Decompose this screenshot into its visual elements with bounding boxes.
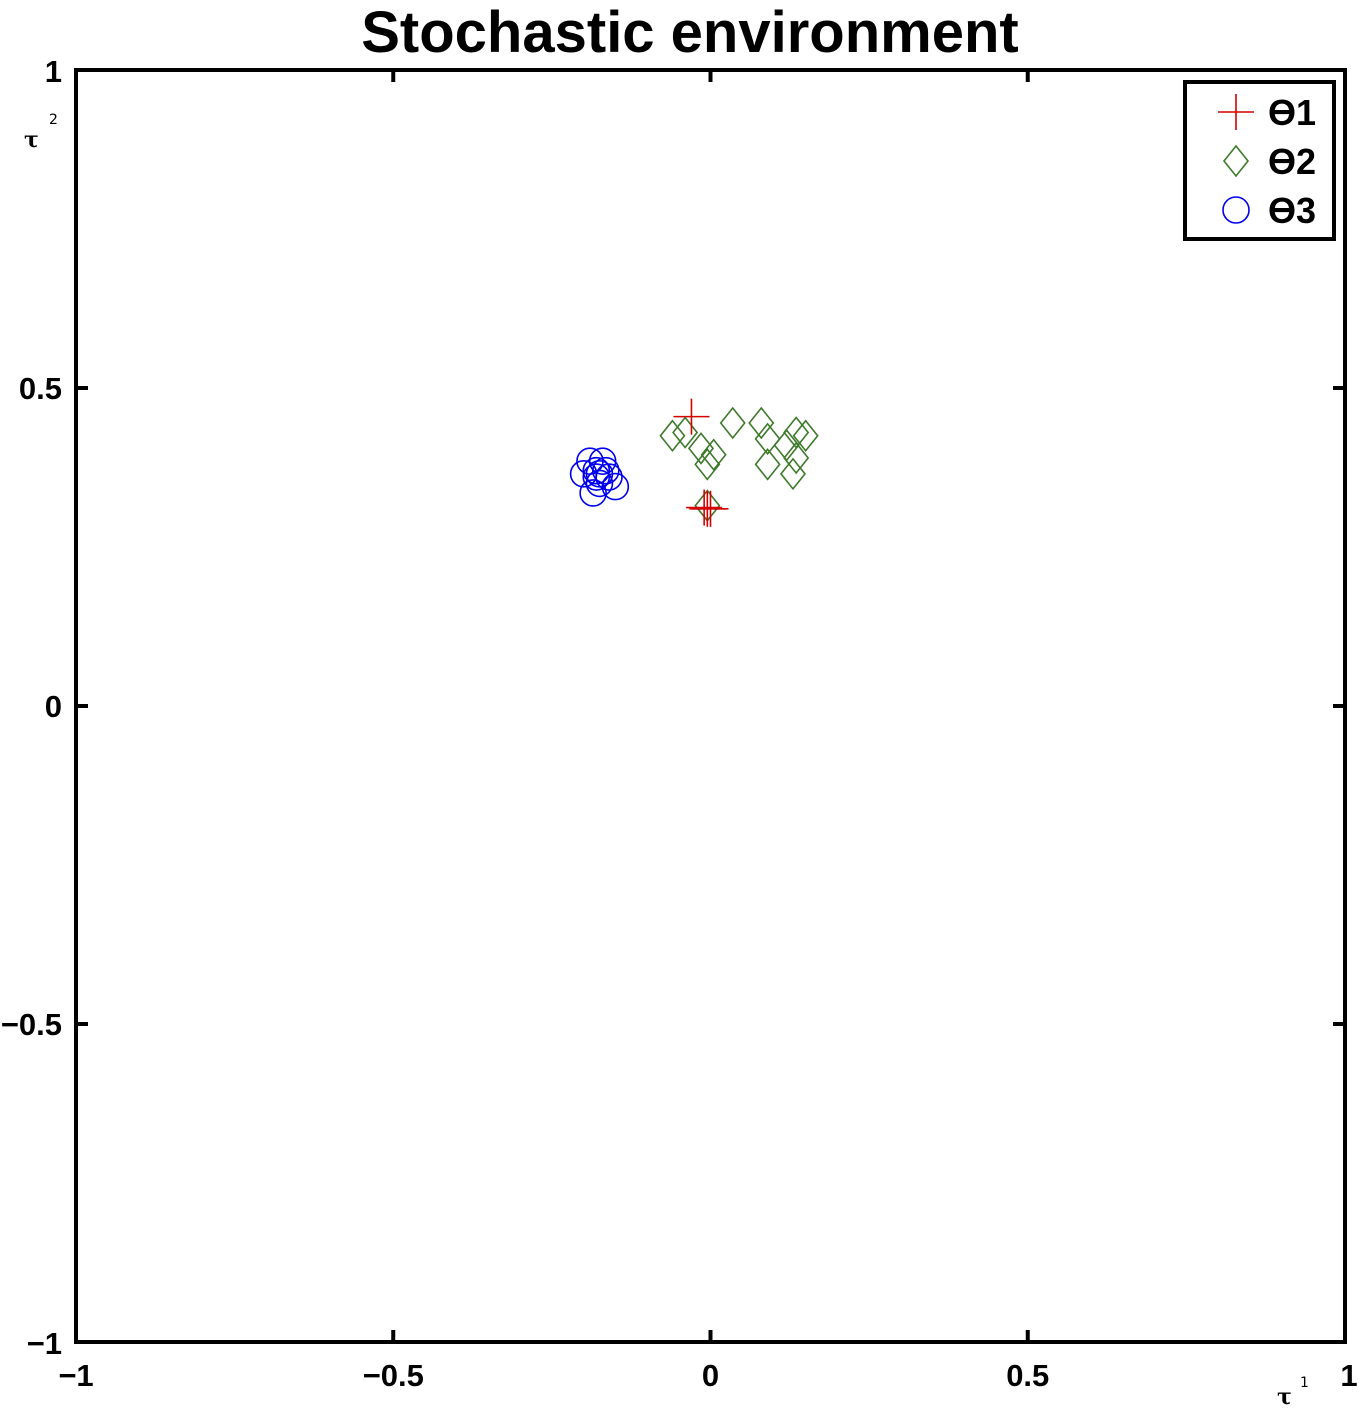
legend: ϴ1 ϴ2 ϴ3 bbox=[1183, 80, 1336, 241]
x-axis-label-sup: 1 bbox=[1300, 1375, 1309, 1391]
data-point-circle bbox=[579, 479, 607, 507]
data-point-diamond bbox=[754, 448, 781, 481]
legend-marker-circle bbox=[1222, 196, 1250, 224]
x-tick-label: −0.5 bbox=[363, 1358, 424, 1393]
data-point-diamond bbox=[672, 416, 699, 449]
data-point-diamond bbox=[700, 438, 727, 472]
x-axis-label: τ 1 bbox=[1277, 1375, 1309, 1410]
data-point-diamond bbox=[659, 419, 686, 452]
y-axis-label: τ 2 bbox=[24, 112, 58, 153]
data-point-diamond bbox=[792, 419, 819, 452]
y-tick-label: 0.5 bbox=[19, 371, 62, 406]
data-point-circle bbox=[582, 463, 611, 491]
y-tick-label: 1 bbox=[45, 54, 62, 89]
data-point-circle bbox=[585, 469, 614, 498]
data-point-diamond bbox=[783, 416, 810, 449]
data-point-plus bbox=[686, 489, 723, 526]
y-axis-label-sup: 2 bbox=[49, 112, 58, 128]
y-tick-label: 0 bbox=[45, 689, 62, 724]
data-point-diamond bbox=[748, 406, 775, 440]
data-point-diamond bbox=[719, 406, 746, 440]
legend-label: ϴ2 bbox=[1268, 141, 1316, 182]
data-point-diamond bbox=[687, 432, 715, 465]
chart-title: Stochastic environment bbox=[361, 0, 1018, 65]
data-points bbox=[569, 398, 819, 527]
data-point-diamond bbox=[783, 441, 810, 475]
x-tick-label: 1 bbox=[1340, 1358, 1357, 1393]
legend-marker-plus bbox=[1218, 94, 1254, 130]
legend-label: ϴ3 bbox=[1268, 190, 1316, 231]
data-point-circle bbox=[582, 456, 611, 485]
x-tick-label: −1 bbox=[58, 1358, 93, 1393]
data-point-circle bbox=[585, 460, 614, 488]
data-point-diamond bbox=[694, 448, 721, 481]
x-tick-label: 0.5 bbox=[1006, 1358, 1049, 1393]
data-point-diamond bbox=[779, 457, 807, 491]
legend-marker-diamond bbox=[1222, 144, 1250, 178]
data-point-plus bbox=[692, 490, 729, 527]
x-tick-label: 0 bbox=[702, 1358, 719, 1393]
axis-ticks: −1 −0.5 0 0.5 1 −1 −0.5 0 0.5 1 bbox=[1, 54, 1358, 1393]
y-tick-label: −0.5 bbox=[1, 1007, 62, 1042]
legend-box bbox=[1183, 80, 1336, 241]
y-axis-label-text: τ bbox=[24, 127, 39, 153]
y-tick-label: −1 bbox=[27, 1326, 62, 1361]
plot-frame bbox=[74, 68, 1347, 1344]
x-axis-label-text: τ bbox=[1277, 1384, 1292, 1410]
data-point-circle bbox=[592, 456, 620, 485]
data-point-plus bbox=[673, 398, 710, 435]
legend-label: ϴ1 bbox=[1268, 92, 1316, 133]
data-point-diamond bbox=[754, 422, 781, 456]
